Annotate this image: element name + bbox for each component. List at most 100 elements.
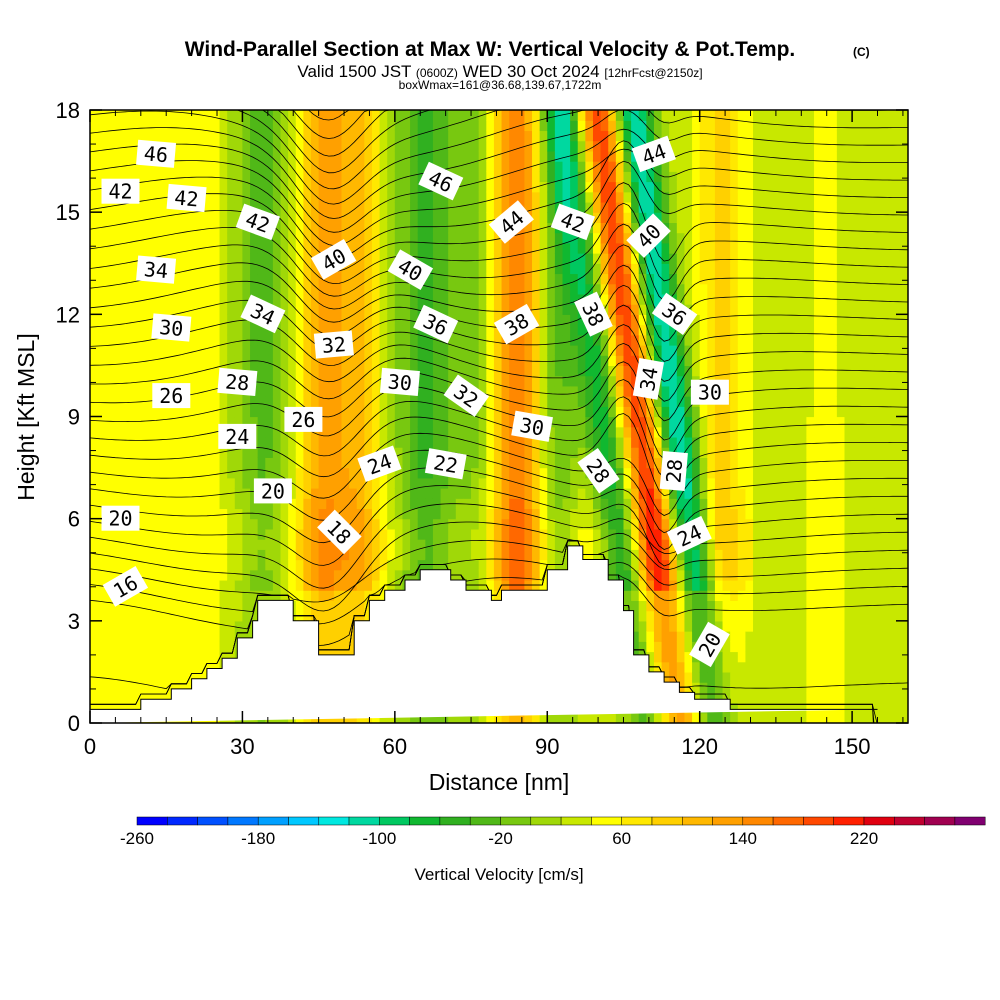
theta-label-text: 32	[321, 332, 347, 358]
colorbar-swatch	[651, 816, 683, 826]
colorbar: -260 -180 -100 -20 60 140 220	[120, 816, 986, 848]
theta-label-text: 24	[225, 425, 249, 449]
chart-boxwmax: boxWmax=161@36.68,139.67,1722m	[399, 78, 602, 92]
colorbar-tick-label: -180	[241, 829, 275, 848]
theta-label: 32	[443, 374, 490, 417]
theta-label: 30	[151, 313, 192, 342]
theta-label: 28	[217, 367, 258, 397]
theta-label: 30	[511, 410, 553, 442]
colorbar-tick-label: 140	[729, 829, 757, 848]
theta-label-text: 22	[432, 450, 460, 478]
chart-subtitle: Valid 1500 JST (0600Z) WED 30 Oct 2024 […	[297, 62, 702, 81]
theta-label: 28	[577, 447, 620, 494]
colorbar-tick-label: 220	[850, 829, 878, 848]
y-axis-label: Height [Kft MSL]	[13, 333, 39, 500]
colorbar-tick-label: -260	[120, 829, 154, 848]
colorbar-swatch	[348, 816, 380, 826]
theta-label-text: 30	[518, 413, 546, 441]
colorbar-tick-label: -100	[362, 829, 396, 848]
colorbar-swatch	[954, 816, 986, 826]
y-tick-label: 15	[56, 200, 80, 225]
x-tick-label: 150	[834, 734, 871, 759]
colorbar-swatch	[591, 816, 622, 826]
y-tick-label: 9	[68, 405, 80, 430]
colorbar-swatch	[136, 816, 168, 826]
theta-label: 22	[424, 448, 467, 480]
colorbar-swatch	[439, 816, 471, 826]
theta-label: 26	[152, 383, 191, 409]
theta-label-text: 30	[387, 369, 413, 395]
colorbar-swatch	[621, 816, 653, 826]
theta-label-text: 30	[698, 381, 722, 405]
x-tick-label: 0	[84, 734, 96, 759]
axis-ticks: 0 30 60 90 120 150 0 3 6 9 12 15 18	[56, 98, 908, 759]
chart-title: Wind-Parallel Section at Max W: Vertical…	[185, 38, 796, 61]
theta-label-text: 28	[224, 369, 250, 395]
colorbar-swatch	[530, 816, 562, 826]
colorbar-swatch	[318, 816, 350, 826]
theta-label: 42	[166, 183, 207, 213]
theta-label: 24	[218, 423, 257, 449]
colorbar-swatch	[379, 816, 410, 826]
colorbar-swatch	[167, 816, 198, 826]
theta-label-text: 26	[159, 384, 183, 408]
theta-label-text: 26	[291, 408, 315, 432]
colorbar-swatch	[560, 816, 592, 826]
theta-label-text: 20	[108, 507, 132, 531]
terrain-outline	[90, 545, 878, 723]
valid-utc: (0600Z)	[416, 66, 458, 80]
theta-label-text: 42	[108, 180, 132, 204]
theta-label: 20	[101, 505, 140, 531]
colorbar-swatch	[257, 816, 289, 826]
y-tick-label: 18	[56, 98, 80, 123]
colorbar-swatch	[742, 816, 774, 826]
colorbar-swatch	[500, 816, 532, 826]
theta-label: 20	[253, 478, 292, 504]
theta-label: 42	[101, 178, 140, 204]
theta-label: 26	[284, 406, 323, 432]
theta-label-text: 20	[261, 479, 285, 503]
colorbar-swatch	[803, 816, 834, 826]
chart-title-suffix: (C)	[853, 45, 870, 59]
valid-date: WED 30 Oct 2024	[463, 62, 600, 81]
theta-label: 30	[690, 379, 729, 405]
theta-label: 34	[632, 358, 665, 400]
colorbar-swatch	[409, 816, 441, 826]
colorbar-swatch	[772, 816, 804, 826]
theta-label-text: 28	[661, 458, 687, 484]
x-tick-label: 90	[535, 734, 559, 759]
theta-label-text: 42	[173, 185, 199, 211]
theta-label: 30	[379, 367, 420, 397]
colorbar-swatch	[288, 816, 320, 826]
theta-label-text: 34	[635, 365, 663, 393]
colorbar-title: Vertical Velocity [cm/s]	[414, 865, 583, 884]
y-tick-label: 0	[68, 711, 80, 736]
y-tick-label: 6	[68, 507, 80, 532]
colorbar-tick-label: 60	[612, 829, 631, 848]
valid-time: Valid 1500 JST	[297, 62, 411, 81]
theta-label: 34	[136, 255, 177, 284]
x-tick-label: 30	[230, 734, 254, 759]
theta-label-text: 34	[143, 257, 169, 283]
colorbar-swatch	[469, 816, 501, 826]
y-tick-label: 12	[56, 302, 80, 327]
theta-label: 46	[136, 139, 177, 168]
x-axis-label: Distance [nm]	[429, 769, 570, 795]
colorbar-swatch	[197, 816, 229, 826]
colorbar-tick-label: -20	[488, 829, 513, 848]
theta-label: 28	[659, 450, 688, 491]
forecast-info: [12hrFcst@2150z]	[604, 66, 702, 80]
colorbar-swatch	[833, 816, 865, 826]
colorbar-swatch	[682, 816, 713, 826]
theta-label: 32	[313, 330, 354, 359]
theta-label-text: 46	[143, 141, 169, 167]
x-tick-label: 120	[681, 734, 718, 759]
terrain	[90, 545, 878, 723]
y-tick-label: 3	[68, 609, 80, 634]
x-tick-label: 60	[383, 734, 407, 759]
theta-label: 40	[626, 213, 671, 258]
colorbar-swatch	[894, 816, 925, 826]
colorbar-swatch	[863, 816, 895, 826]
colorbar-swatch	[924, 816, 956, 826]
